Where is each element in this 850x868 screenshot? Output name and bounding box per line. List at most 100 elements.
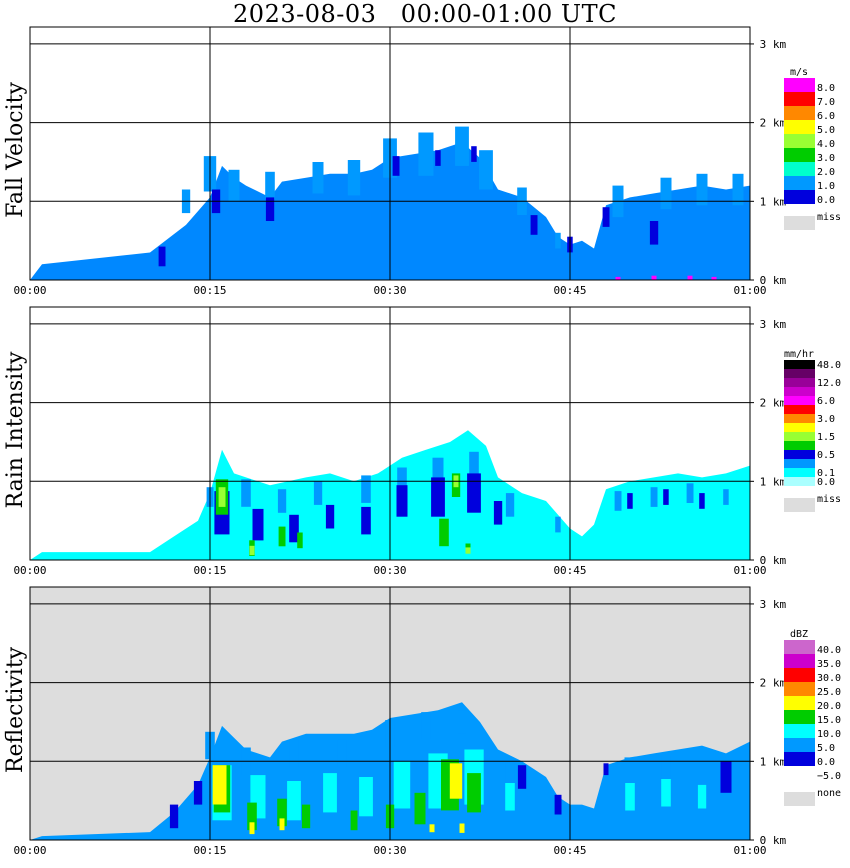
- panel-2-legend-label-10: 0.5: [817, 450, 835, 461]
- panel-1-xtick-label-0: 00:00: [13, 284, 46, 297]
- panel-1-ylabel: Fall Velocity: [3, 82, 28, 218]
- panel-3-xtick-label-4: 01:00: [733, 844, 766, 857]
- panel-3-cell-1-2: [289, 739, 299, 768]
- panel-1-legend-label-0: 8.0: [817, 83, 835, 94]
- panel-1-legend-swatch-7: [784, 176, 815, 190]
- panel-2-xtick-label-3: 00:45: [553, 564, 586, 577]
- panel-2-cell-0-6: [432, 457, 444, 490]
- panel-3-cell-2-11: [697, 784, 707, 809]
- panel-1-legend-label-8: 0.0: [817, 195, 835, 206]
- panel-1-frame: [29, 26, 751, 281]
- panel-3-legend-swatch-0: [784, 640, 815, 654]
- panel-1-cell-1-0: [158, 246, 166, 267]
- panel-3-cell-4-1: [249, 822, 255, 835]
- panel-3-legend-unit: dBZ: [790, 629, 808, 640]
- panel-1-legend-label-6: 2.0: [817, 167, 835, 178]
- panel-3-cell-0-4: [603, 763, 609, 776]
- panel-3-legend-swatch-5: [784, 710, 815, 724]
- panel-2-xtick-label-0: 00:00: [13, 564, 46, 577]
- panel-2-cell-0-8: [505, 493, 515, 517]
- panel-3-cell-0-1: [193, 781, 203, 805]
- panel-3-cell-1-6: [457, 710, 467, 734]
- panel-1-ytick-label-0: 0 km: [753, 274, 786, 287]
- panel-3-cell-0-3: [554, 794, 562, 815]
- panel-2-cell-3-0: [218, 487, 226, 507]
- panel-3-cell-1-10: [696, 757, 708, 789]
- panel-3-legend-label-0: 40.0: [817, 645, 841, 656]
- panel-1-legend-unit: m/s: [790, 67, 808, 78]
- panel-2-legend-swatch-10: [784, 450, 815, 459]
- panel-2-cell-3-3: [465, 547, 471, 554]
- panel-3-legend-label-7: 5.0: [817, 743, 835, 754]
- panel-2-legend-swatch-1: [784, 369, 815, 378]
- panel-1-cell-2-0: [615, 276, 621, 280]
- panel-2-cell-0-2: [277, 489, 287, 513]
- panel-3-legend-swatch-8: [784, 752, 815, 766]
- panel-3-ytick-label-1: 1 km: [753, 755, 786, 768]
- panel-1-legend-label-2: 6.0: [817, 111, 835, 122]
- panel-2-cell-1-4: [361, 506, 371, 535]
- panel-2-cell-1-2: [289, 514, 299, 543]
- panel-3-frame: [29, 586, 751, 841]
- panel-2-legend-swatch-7: [784, 423, 815, 432]
- chart-title: 2023-08-03 00:00-01:00 UTC: [233, 0, 617, 28]
- panel-1-xtick-label-4: 01:00: [733, 284, 766, 297]
- panel-3-cell-2-8: [505, 783, 515, 811]
- panel-3-legend-label-5: 15.0: [817, 715, 841, 726]
- panel-1-cell-2-1: [651, 275, 657, 280]
- panel-2-cell-1-6: [431, 477, 445, 517]
- panel-3-ytick-label-0: 0 km: [753, 834, 786, 847]
- panel-1-legend-label-7: 1.0: [817, 181, 835, 192]
- panel-2-legend-label-4: 6.0: [817, 396, 835, 407]
- panel-1-cell-0-15: [732, 173, 744, 206]
- panel-3-legend-swatch-3: [784, 682, 815, 696]
- panel-2-cell-0-9: [555, 516, 561, 533]
- panel-3-cell-4-5: [459, 823, 465, 833]
- panel-3-cell-3-6: [414, 792, 426, 825]
- panel-2-legend-swatch-3: [784, 387, 815, 396]
- panel-1-legend-label-3: 5.0: [817, 125, 835, 136]
- panel-1-cell-1-5: [471, 146, 477, 162]
- panel-2-frame: [29, 306, 751, 561]
- panel-3-cell-3-8: [467, 773, 481, 813]
- panel-3-cell-1-9: [661, 755, 671, 783]
- panel-1-cell-1-6: [530, 215, 538, 235]
- panel-2-cell-1-10: [663, 489, 669, 505]
- panel-3-legend-swatch-9: [784, 766, 815, 780]
- panel-3-legend-label-3: 25.0: [817, 687, 841, 698]
- panel-3-legend-swatch-6: [784, 724, 815, 738]
- panel-2-cell-2-4: [439, 518, 449, 547]
- panel-3-cell-4-3: [429, 824, 435, 833]
- panel-1-cell-0-7: [418, 132, 434, 176]
- panel-3-legend-label-6: 10.0: [817, 729, 841, 740]
- panel-3-cell-1-3: [337, 739, 347, 768]
- panel-3-legend-label-1: 35.0: [817, 659, 841, 670]
- panel-3-xtick-label-2: 00:30: [373, 844, 406, 857]
- panel-3-legend-miss-swatch: [784, 792, 815, 806]
- panel-3-cell-3-2: [277, 798, 287, 827]
- panel-1-xtick-label-2: 00:30: [373, 284, 406, 297]
- panel-3-ytick-label-3: 3 km: [753, 598, 786, 611]
- panel-3-legend-label-2: 30.0: [817, 673, 841, 684]
- panel-3-cell-3-1: [247, 802, 257, 831]
- panel-3-ytick-label-2: 2 km: [753, 677, 786, 690]
- panel-1-cell-1-2: [265, 197, 275, 221]
- panel-2-legend-label-6: 3.0: [817, 414, 835, 425]
- panel-1-xtick-label-3: 00:45: [553, 284, 586, 297]
- panel-2-legend-swatch-6: [784, 414, 815, 423]
- panel-2-ytick-label-2: 2 km: [753, 397, 786, 410]
- panel-2-cell-1-11: [699, 493, 705, 509]
- panel-2-cell-0-4: [361, 475, 371, 503]
- panel-2-legend-miss-swatch: [784, 498, 815, 512]
- panel-3-cell-4-4: [449, 763, 463, 799]
- panel-1-cell-0-11: [555, 232, 561, 249]
- panel-3-xtick-label-1: 00:15: [193, 844, 226, 857]
- panel-3-cell-4-2: [279, 818, 285, 831]
- panel-1-cell-1-3: [392, 156, 400, 176]
- panel-3-cell-2-4: [359, 777, 373, 817]
- panel-2-cell-1-7: [467, 473, 481, 513]
- panel-2-ylabel: Rain Intensity: [3, 351, 28, 508]
- panel-1-legend-swatch-4: [784, 134, 815, 148]
- panel-2-cell-0-3: [313, 481, 323, 505]
- panel-3-legend-swatch-1: [784, 654, 815, 668]
